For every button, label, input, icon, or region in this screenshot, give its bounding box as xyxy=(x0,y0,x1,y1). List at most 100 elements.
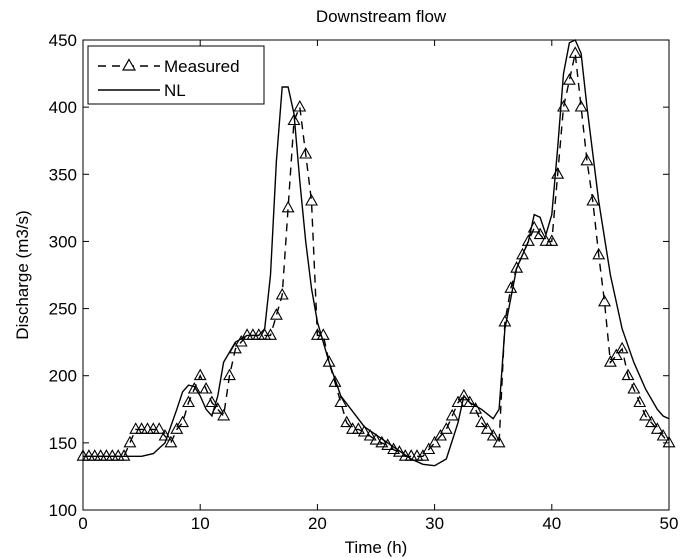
measured-point xyxy=(621,368,635,381)
measured-point xyxy=(275,287,289,300)
measured-point xyxy=(340,415,354,428)
x-tick-label: 50 xyxy=(660,514,679,533)
measured-point xyxy=(381,438,395,450)
measured-point xyxy=(639,408,653,421)
y-tick-label: 250 xyxy=(49,300,77,319)
measured-point xyxy=(592,247,606,260)
measured-point xyxy=(475,415,488,428)
measured-point xyxy=(123,435,137,448)
measured-point xyxy=(182,395,195,408)
measured-point xyxy=(469,402,483,414)
measured-point xyxy=(557,99,570,112)
measured-point xyxy=(234,334,248,347)
measured-point xyxy=(656,428,670,441)
measured-point xyxy=(152,422,166,434)
measured-point xyxy=(176,415,190,428)
measured-point xyxy=(545,234,559,246)
series-line-measured xyxy=(83,53,670,457)
legend-measured-marker xyxy=(121,58,137,71)
measured-point xyxy=(574,99,588,112)
tick-layer: 0 10 20 30 40 50 100 150 200 250 300 350 400 450 xyxy=(49,31,679,533)
measured-point xyxy=(586,193,600,206)
measured-point xyxy=(633,395,647,408)
measured-point xyxy=(480,422,494,434)
measured-point xyxy=(264,328,277,340)
measured-point xyxy=(457,388,471,401)
measured-point xyxy=(322,355,336,367)
y-tick-label: 200 xyxy=(49,367,77,386)
measured-point xyxy=(433,428,447,441)
measured-point xyxy=(422,442,436,455)
measured-point xyxy=(603,355,617,367)
measured-point xyxy=(580,153,594,166)
x-tick-label: 10 xyxy=(191,514,210,533)
measured-point xyxy=(158,428,172,441)
measured-point xyxy=(375,435,389,448)
legend-box xyxy=(87,45,265,105)
measured-point xyxy=(492,435,506,448)
measured-point xyxy=(486,428,500,441)
measured-point xyxy=(416,449,430,461)
measured-point xyxy=(609,348,623,361)
measured-point xyxy=(387,442,401,455)
y-tick-label: 150 xyxy=(49,434,77,453)
x-axis-title: Time (h) xyxy=(345,538,408,557)
measured-point xyxy=(269,308,283,320)
measured-point xyxy=(357,424,371,437)
measured-point xyxy=(439,422,453,434)
legend: Measured NL xyxy=(87,45,265,105)
measured-point xyxy=(228,341,242,354)
measured-point xyxy=(521,234,535,246)
measured-point xyxy=(193,368,207,381)
measured-point xyxy=(369,433,383,445)
chart-title: Downstream flow xyxy=(316,7,447,26)
measured-point xyxy=(316,328,330,340)
measured-point xyxy=(644,415,658,428)
measured-point xyxy=(392,445,406,457)
measured-point xyxy=(287,113,301,126)
measured-point xyxy=(504,281,518,293)
measured-point xyxy=(170,422,184,434)
measured-point xyxy=(533,227,547,240)
measured-point xyxy=(428,435,442,448)
measured-point xyxy=(299,146,313,159)
measured-point xyxy=(498,314,512,327)
measured-point xyxy=(562,73,576,85)
x-tick-label: 30 xyxy=(425,514,444,533)
measured-point xyxy=(305,193,319,206)
y-tick-label: 300 xyxy=(49,232,77,251)
y-tick-label: 100 xyxy=(49,501,77,520)
measured-point xyxy=(650,422,664,434)
measured-point xyxy=(527,220,541,233)
measured-point xyxy=(199,381,213,394)
measured-point xyxy=(463,395,477,408)
measured-point xyxy=(223,368,236,381)
measured-point xyxy=(445,408,459,421)
measured-point xyxy=(205,395,219,408)
y-axis-title: Discharge (m3/s) xyxy=(13,210,32,339)
measured-point xyxy=(187,381,201,394)
y-tick-label: 450 xyxy=(49,31,77,50)
x-tick-label: 20 xyxy=(308,514,327,533)
measured-point xyxy=(281,200,295,213)
x-tick-label: 40 xyxy=(542,514,561,533)
measured-point xyxy=(293,99,307,112)
measured-point xyxy=(510,261,524,273)
measured-point xyxy=(164,435,178,448)
measured-point xyxy=(615,341,629,354)
measured-point xyxy=(334,395,348,408)
measured-point xyxy=(568,46,582,58)
plot-frame xyxy=(82,39,670,511)
x-tick-label: 0 xyxy=(78,514,87,533)
measured-point xyxy=(117,449,131,461)
measured-point xyxy=(451,395,465,408)
measured-point xyxy=(363,428,377,441)
y-tick-label: 350 xyxy=(49,165,77,184)
y-tick-label: 400 xyxy=(49,98,77,117)
measured-point xyxy=(551,167,565,179)
measured-point xyxy=(351,422,365,434)
measured-point xyxy=(627,381,641,394)
legend-label-measured: Measured xyxy=(164,57,240,76)
legend-label-nl: NL xyxy=(164,81,186,100)
